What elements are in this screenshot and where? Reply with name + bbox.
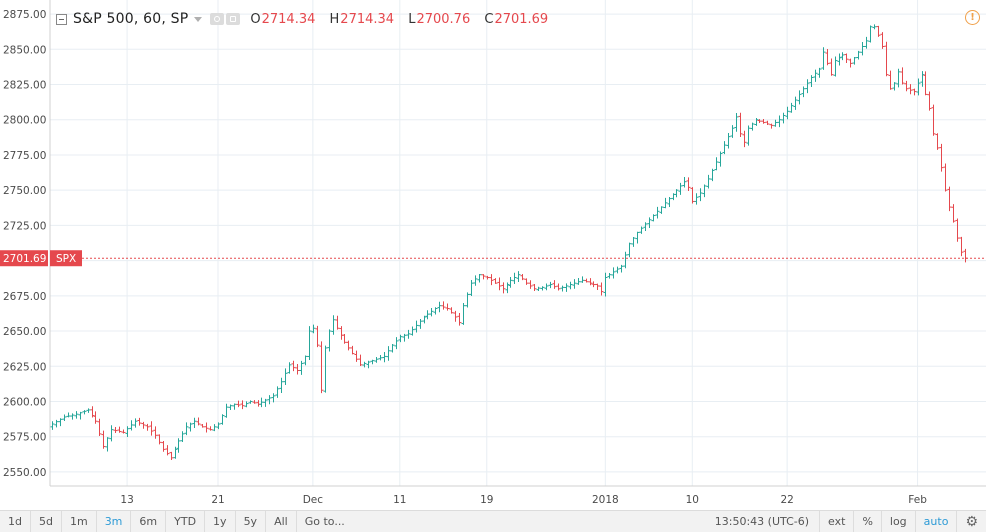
symbol-badge bbox=[50, 250, 82, 267]
range-6m[interactable]: 6m bbox=[131, 511, 167, 532]
x-tick-label: 22 bbox=[780, 494, 793, 506]
y-tick-label: 2650.00 bbox=[3, 326, 46, 338]
range-1y[interactable]: 1y bbox=[205, 511, 236, 532]
y-tick-label: 2675.00 bbox=[3, 291, 46, 303]
open-value: 2714.34 bbox=[261, 11, 316, 27]
open-key: O bbox=[250, 11, 261, 27]
range-5d[interactable]: 5d bbox=[31, 511, 62, 532]
clock-readout[interactable]: 13:50:43 (UTC-6) bbox=[705, 511, 821, 532]
y-tick-label: 2550.00 bbox=[3, 467, 46, 479]
range-1d[interactable]: 1d bbox=[0, 511, 31, 532]
chart-legend: S&P 500, 60, SP O2714.34 H2714.34 L2700.… bbox=[56, 8, 548, 30]
y-tick-label: 2575.00 bbox=[3, 432, 46, 444]
symbol-badge-label: SPX bbox=[56, 253, 76, 265]
range-5y[interactable]: 5y bbox=[236, 511, 267, 532]
x-tick-label: 11 bbox=[393, 494, 406, 506]
y-tick-label: 2600.00 bbox=[3, 396, 46, 408]
collapse-legend-icon[interactable] bbox=[56, 13, 67, 25]
low-key: L bbox=[408, 11, 416, 27]
bottom-toolbar: 1d 5d 1m 3m 6m YTD 1y 5y All Go to... 13… bbox=[0, 510, 986, 532]
x-tick-label: 2018 bbox=[592, 494, 619, 506]
ext-toggle[interactable]: ext bbox=[820, 511, 855, 532]
hide-series-icon[interactable] bbox=[226, 13, 241, 25]
low-value: 2700.76 bbox=[416, 11, 471, 27]
y-tick-label: 2625.00 bbox=[3, 361, 46, 373]
high-value: 2714.34 bbox=[340, 11, 395, 27]
high-key: H bbox=[329, 11, 340, 27]
y-tick-label: 2725.00 bbox=[3, 220, 46, 232]
x-tick-label: 21 bbox=[211, 494, 224, 506]
price-marker-badge bbox=[0, 250, 48, 267]
chevron-down-icon[interactable] bbox=[194, 16, 203, 22]
x-tick-label: Dec bbox=[303, 494, 324, 506]
price-chart[interactable]: 2550.00 2575.00 2600.00 2625.00 2650.00 2675.… bbox=[0, 0, 986, 510]
range-3m[interactable]: 3m bbox=[97, 511, 132, 532]
x-tick-label: 10 bbox=[686, 494, 699, 506]
y-tick-label: 2800.00 bbox=[3, 115, 46, 127]
close-key: C bbox=[484, 11, 494, 27]
x-tick-label: 19 bbox=[480, 494, 493, 506]
price-marker-value: 2701.69 bbox=[3, 253, 46, 265]
log-toggle[interactable]: log bbox=[882, 511, 916, 532]
percent-toggle[interactable]: % bbox=[854, 511, 882, 532]
goto-button[interactable]: Go to... bbox=[304, 515, 345, 528]
y-tick-label: 2850.00 bbox=[3, 44, 46, 56]
range-all[interactable]: All bbox=[266, 511, 297, 532]
x-tick-label: Feb bbox=[908, 494, 927, 506]
close-value: 2701.69 bbox=[494, 11, 549, 27]
x-tick-label: 13 bbox=[120, 494, 133, 506]
range-ytd[interactable]: YTD bbox=[166, 511, 206, 532]
chart-area[interactable]: 2550.00 2575.00 2600.00 2625.00 2650.00 2675.… bbox=[0, 0, 986, 510]
symbol-label[interactable]: S&P 500, 60, SP bbox=[73, 11, 189, 27]
y-tick-label: 2750.00 bbox=[3, 185, 46, 197]
auto-toggle[interactable]: auto bbox=[916, 511, 958, 532]
warning-icon[interactable]: ! bbox=[965, 10, 980, 25]
gear-icon[interactable]: ⚙ bbox=[965, 513, 978, 530]
y-tick-label: 2825.00 bbox=[3, 80, 46, 92]
settings-icon[interactable] bbox=[210, 13, 225, 25]
range-1m[interactable]: 1m bbox=[62, 511, 97, 532]
y-tick-label: 2775.00 bbox=[3, 150, 46, 162]
ohlc-values: O2714.34 H2714.34 L2700.76 C2701.69 bbox=[250, 12, 548, 27]
y-tick-label: 2875.00 bbox=[3, 9, 46, 21]
